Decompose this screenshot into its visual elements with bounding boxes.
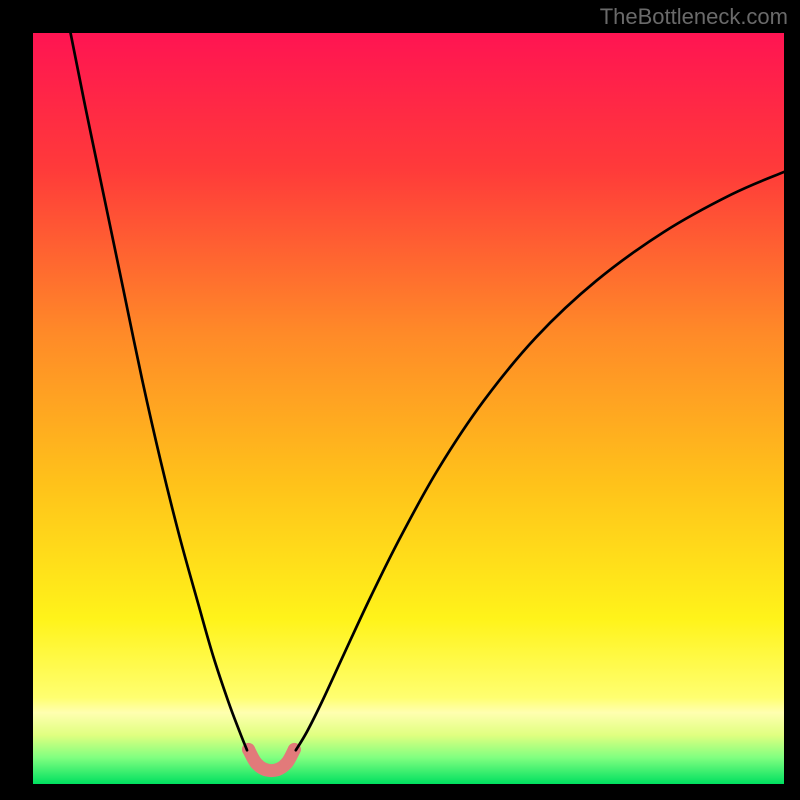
- chart-svg: [33, 33, 784, 784]
- chart-frame: TheBottleneck.com: [0, 0, 800, 800]
- bottom-dot: [280, 756, 293, 769]
- bottom-dot: [259, 763, 272, 776]
- watermark-text: TheBottleneck.com: [600, 4, 788, 30]
- chart-background: [33, 33, 784, 784]
- plot-area: [33, 33, 784, 784]
